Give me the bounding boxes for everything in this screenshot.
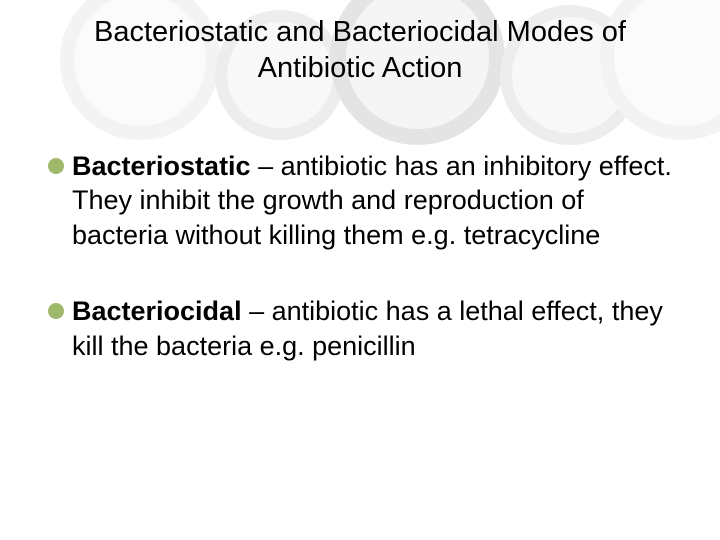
slide-content: Bacteriostatic and Bacteriocidal Modes o… bbox=[0, 0, 720, 363]
term-bacteriocidal: Bacteriocidal bbox=[72, 296, 242, 326]
bullet-text: Bacteriocidal – antibiotic has a lethal … bbox=[72, 294, 686, 363]
bullet-dot-icon bbox=[48, 303, 64, 319]
bullet-text: Bacteriostatic – antibiotic has an inhib… bbox=[72, 149, 686, 253]
term-bacteriostatic: Bacteriostatic bbox=[72, 151, 251, 181]
bullet-dot-icon bbox=[48, 158, 64, 174]
slide-title: Bacteriostatic and Bacteriocidal Modes o… bbox=[34, 14, 686, 87]
bullet-item: Bacteriostatic – antibiotic has an inhib… bbox=[34, 149, 686, 253]
bullet-item: Bacteriocidal – antibiotic has a lethal … bbox=[34, 294, 686, 363]
